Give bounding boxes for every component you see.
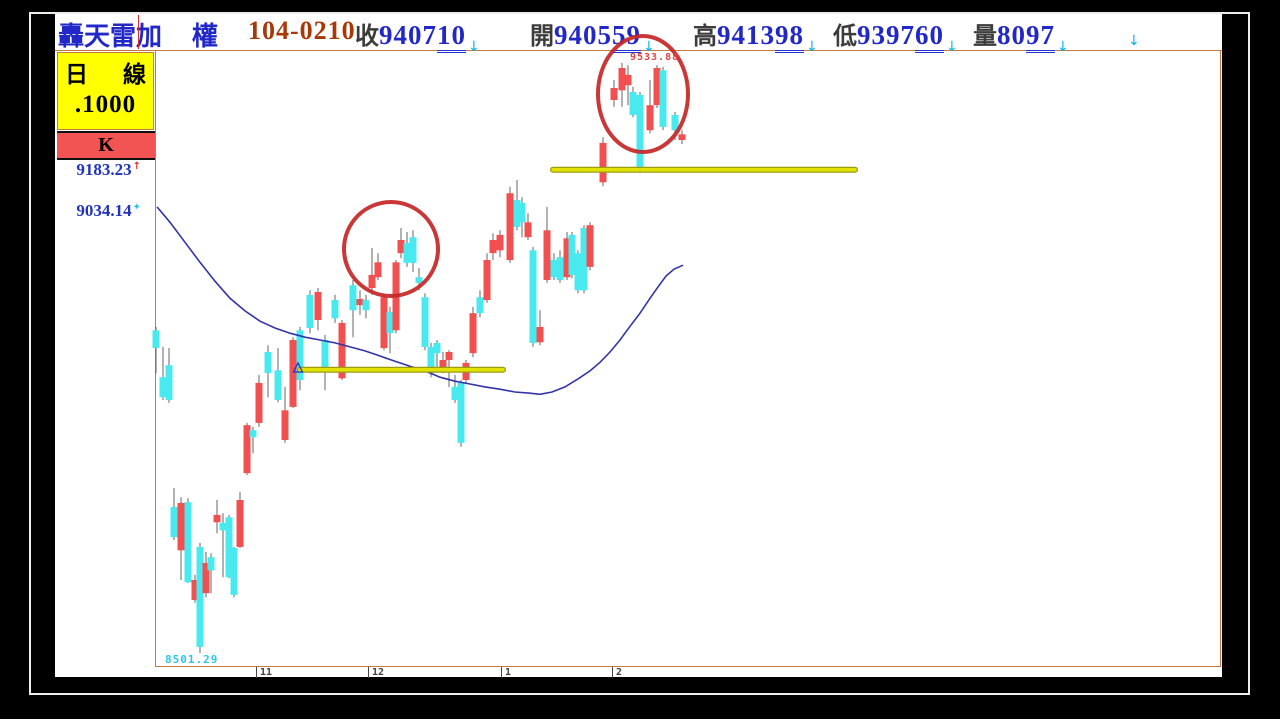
header-cursor-line	[138, 15, 139, 49]
indicator-k-label: K	[98, 134, 114, 156]
plot-left-border	[155, 51, 156, 667]
down-arrow-icon: ↓	[1057, 39, 1069, 55]
down-arrow-icon: ↓	[946, 39, 958, 55]
chart-panel	[55, 14, 1222, 677]
quote-volume-value: 80	[997, 20, 1026, 50]
down-arrow-icon: ↓	[806, 39, 818, 55]
axis-tick-jan: 1	[501, 667, 511, 678]
high-price-label: 9533.88	[630, 52, 680, 63]
quote-volume-value-last: 97	[1026, 20, 1055, 53]
quote-open: 開940559 ↓	[530, 16, 655, 55]
quote-high-value: 9413	[717, 20, 775, 50]
down-arrow-icon: ↓	[468, 39, 480, 55]
star-mark-icon: ✦	[132, 202, 141, 213]
ma-value-1-text: 9183.23	[76, 160, 132, 179]
quote-open-value: 9405	[554, 20, 612, 50]
quote-close-value-last: 10	[437, 20, 466, 53]
ma-value-2: 9034.14✦	[57, 201, 141, 221]
quote-volume-label: 量	[973, 24, 997, 50]
period-label: 日	[65, 62, 88, 87]
quote-high-label: 高	[693, 24, 717, 50]
scale-multiplier: .1000	[74, 91, 137, 118]
app-title-text: 轟天雷加	[58, 22, 163, 51]
app-title: 轟天雷加權	[58, 16, 218, 53]
plot-bottom-axis	[155, 666, 1221, 667]
axis-tick-dec: 12	[368, 667, 384, 678]
low-price-label: 8501.29	[165, 653, 219, 666]
ma-value-1: 9183.23↑	[57, 160, 141, 180]
ma-value-2-text: 9034.14	[76, 201, 132, 220]
quote-low: 低939760 ↓	[833, 16, 958, 55]
indicator-k-button[interactable]: K	[57, 131, 155, 160]
down-arrow-icon: ↓	[1128, 33, 1140, 49]
quote-date: 104-0210	[248, 16, 356, 45]
quote-close-label: 收	[355, 24, 379, 50]
quote-volume: 量8097 ↓	[973, 16, 1069, 55]
quote-high-value-last: 98	[775, 20, 804, 53]
quote-high: 高941398 ↓	[693, 16, 818, 55]
quote-open-value-last: 59	[612, 20, 641, 53]
quote-low-label: 低	[833, 24, 857, 50]
plot-right-border	[1220, 51, 1221, 667]
quote-low-value-last: 60	[915, 20, 944, 53]
quote-close-value: 9407	[379, 20, 437, 50]
quote-open-label: 開	[530, 24, 554, 50]
axis-tick-nov: 11	[256, 667, 272, 678]
up-mark-icon: ↑	[132, 161, 141, 172]
quote-close: 收940710 ↓	[355, 16, 480, 55]
quote-low-value: 9397	[857, 20, 915, 50]
axis-tick-feb: 2	[612, 667, 622, 678]
window-frame	[29, 12, 1250, 695]
period-selector-box[interactable]: 日 線 .1000	[57, 52, 154, 130]
app-title-suffix: 權	[192, 22, 219, 51]
period-label2: 線	[123, 62, 146, 87]
